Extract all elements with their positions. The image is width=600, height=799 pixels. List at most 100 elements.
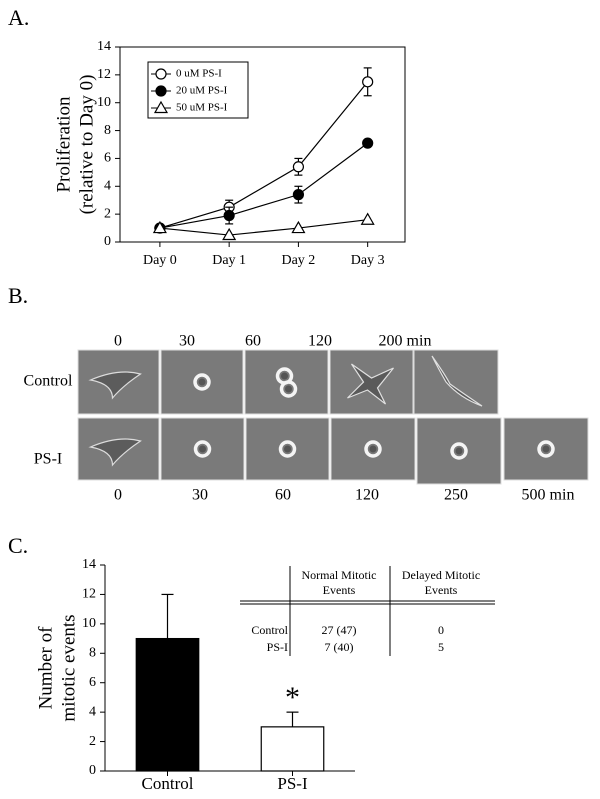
y-axis-label: Proliferation [53,96,74,193]
marker [155,68,167,80]
y-tick-label: 6 [104,151,111,166]
y-tick-label: 2 [104,206,111,221]
series-line [159,81,369,229]
table-row-label: Control [251,623,288,637]
marker [291,220,306,234]
micrograph-image [413,349,499,415]
table-cell: 7 (40) [325,640,354,654]
y-tick-label: 0 [104,234,111,249]
cell-core [285,385,292,393]
micrograph [77,417,160,481]
cell-core [198,378,206,386]
table-row-label: PS-I [267,640,288,654]
time-label: 60 [275,487,291,504]
y-axis-label: Number of [35,626,56,710]
table-cell: 27 (47) [322,623,357,637]
time-label: 200 min [379,333,432,350]
time-label: 30 [179,333,195,350]
cell-core [284,445,291,453]
micrograph [160,417,245,481]
row-label: PS-I [34,451,62,468]
y-tick-label: 0 [89,763,96,778]
time-label: 30 [192,487,208,504]
cell-halo [193,440,212,458]
micrograph [244,349,329,415]
y-tick-label: 12 [82,587,96,602]
marker [362,76,374,88]
x-tick-label: Day 2 [281,253,315,268]
series-line [159,142,369,229]
y-tick-label: 12 [97,67,111,82]
row-label: Control [24,373,73,390]
x-tick-label: Day 0 [143,253,177,268]
table-cell: 5 [438,640,444,654]
significance-marker: * [285,681,300,714]
cell-halo [364,440,382,458]
time-label: 250 [444,487,468,504]
marker [153,100,169,114]
bar [260,726,325,772]
micrograph [245,417,330,481]
micrograph [416,417,502,485]
x-tick-label: Day 3 [351,253,385,268]
legend-label: 50 uM PS-I [176,102,228,114]
marker [222,227,237,241]
y-tick-label: 2 [89,734,96,749]
y-tick-label: 10 [97,95,111,110]
y-tick-label: 10 [82,616,96,631]
micrograph [160,349,244,415]
plot-frame [119,46,406,243]
table-header: Delayed Mitotic [402,568,480,582]
cell-halo [537,440,555,458]
cell-spread [88,371,142,400]
table-header: Events [323,583,356,597]
marker [360,212,375,225]
micrograph [77,349,160,415]
table-header: Normal Mitotic [302,568,377,582]
x-tick-label: Control [142,774,194,793]
x-tick-label: Day 1 [212,253,246,268]
x-tick-label: PS-I [277,774,308,793]
micrograph [330,417,416,481]
time-label: 0 [114,333,122,350]
y-tick-label: 14 [82,557,96,572]
marker [155,85,167,97]
micrograph [329,349,414,415]
cell-spread [347,363,394,405]
marker [152,220,167,234]
time-label: 120 [308,333,332,350]
cell-core [281,372,288,380]
y-tick-label: 14 [97,39,111,54]
cell-core [369,445,377,453]
cell-core [455,447,463,455]
table-header: Events [425,583,458,597]
cell-core [199,445,206,453]
panel-label: B. [8,283,28,308]
series-line [159,219,368,236]
micrograph [413,349,499,415]
time-label: 120 [355,487,379,504]
cell-halo [450,442,468,460]
bar [135,637,200,772]
y-tick-label: 8 [89,646,96,661]
cell-core [542,445,550,453]
y-tick-label: 8 [104,123,111,138]
micrograph [503,417,589,481]
cell-spread [88,438,142,467]
table-cell: 0 [438,623,444,637]
marker [292,189,305,201]
legend-label: 0 uM PS-I [176,68,222,80]
panel-label: A. [8,5,29,30]
marker [362,137,374,149]
y-tick-label: 6 [89,675,96,690]
marker [292,161,305,173]
cell-spread [431,355,483,407]
legend-label: 20 uM PS-I [176,85,228,97]
marker [223,209,235,222]
cell-halo [278,440,297,458]
panel-label: C. [8,533,28,558]
time-label: 0 [114,487,122,504]
cell-halo [193,373,211,391]
cell-halo [279,380,298,398]
